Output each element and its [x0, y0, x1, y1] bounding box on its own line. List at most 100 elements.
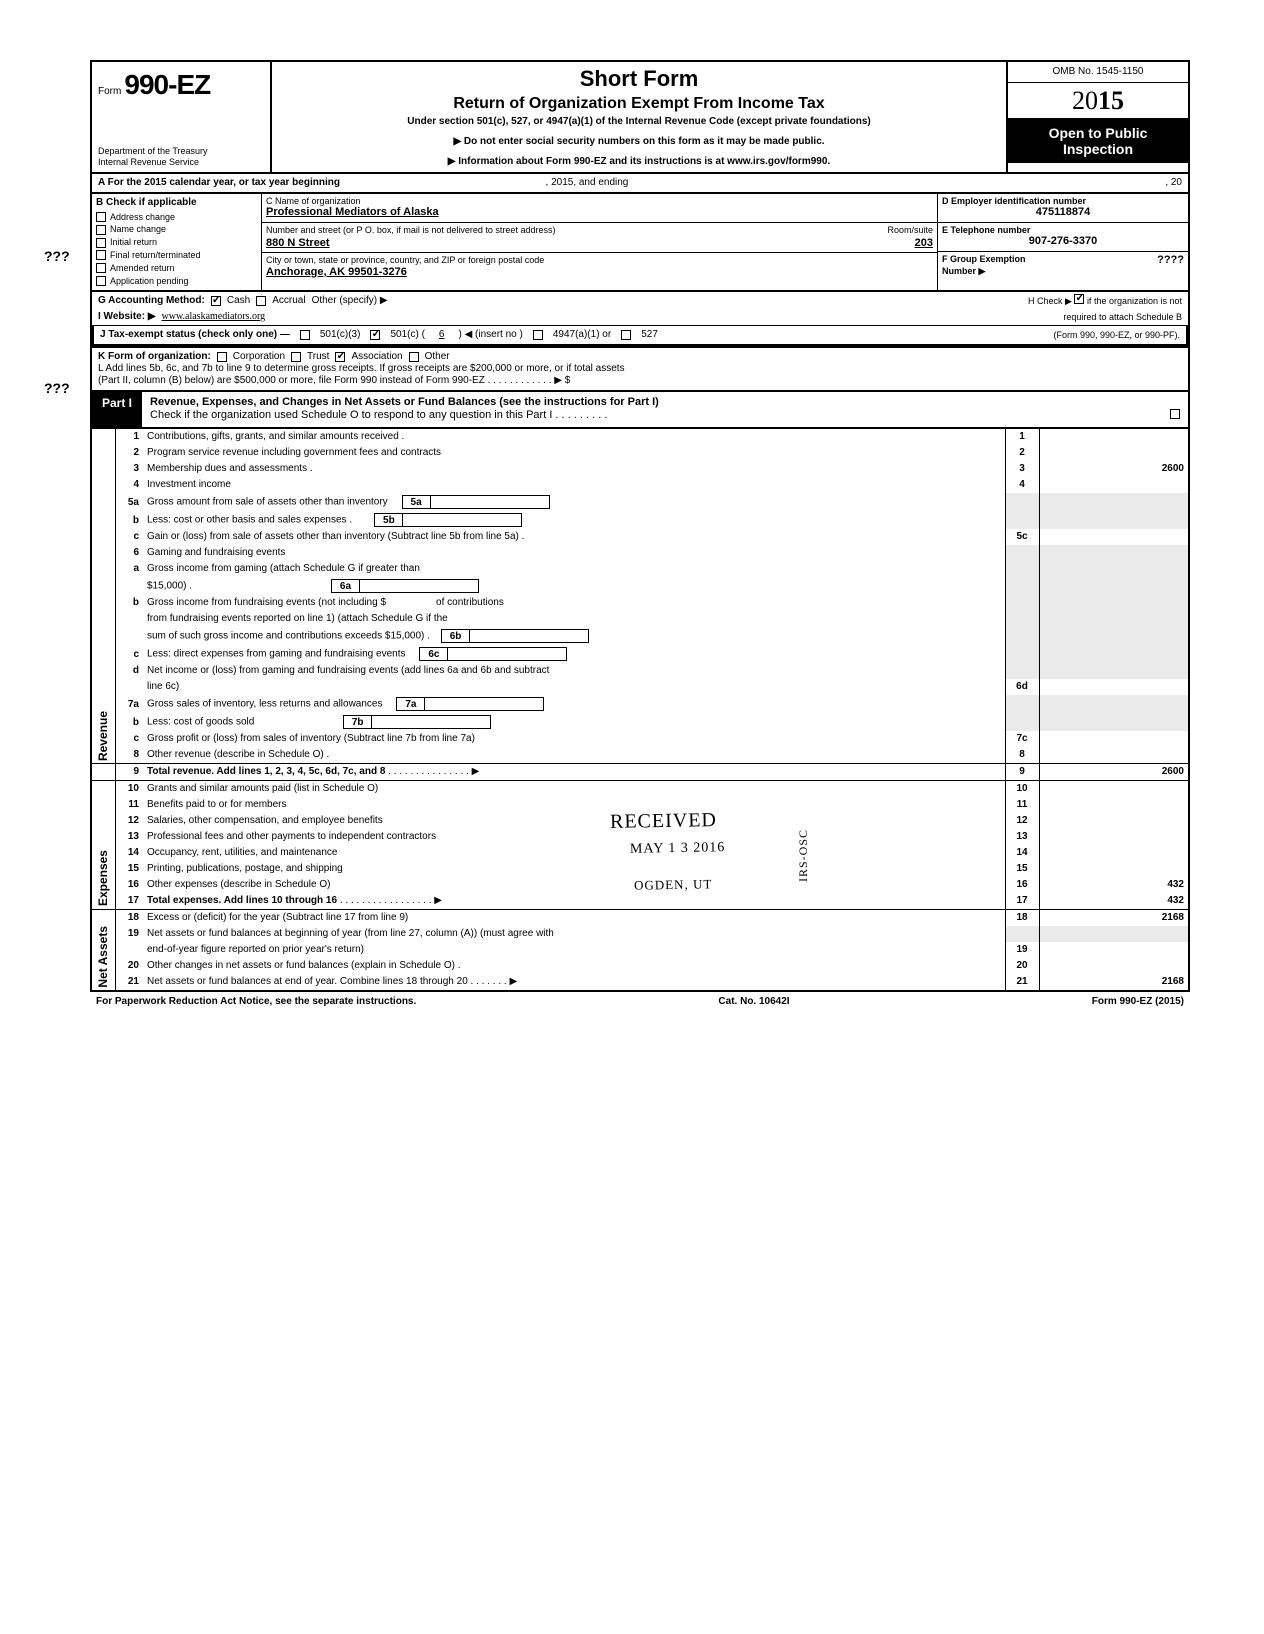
- line-4: Investment income: [143, 477, 1005, 493]
- dept-line1: Department of the Treasury: [98, 146, 264, 157]
- line-11: Benefits paid to or for members: [143, 797, 1005, 813]
- row-a: A For the 2015 calendar year, or tax yea…: [90, 174, 1190, 194]
- chk-cash[interactable]: [211, 296, 221, 306]
- section-netassets: Net Assets: [96, 926, 110, 988]
- form-note1: ▶ Do not enter social security numbers o…: [282, 136, 996, 148]
- line-6a1: Gross income from gaming (attach Schedul…: [143, 561, 1005, 577]
- opt-trust: Trust: [307, 351, 329, 363]
- line-1: Contributions, gifts, grants, and simila…: [143, 429, 1005, 445]
- header-right: OMB No. 1545-1150 2015 Open to Public In…: [1008, 62, 1188, 172]
- org-name-cell: C Name of organization Professional Medi…: [262, 194, 937, 223]
- chk-label: Application pending: [110, 276, 189, 287]
- line-5b: Less: cost or other basis and sales expe…: [147, 514, 352, 525]
- chk-name-change[interactable]: Name change: [96, 223, 257, 236]
- val-21: 2168: [1039, 974, 1189, 991]
- chk-initial-return[interactable]: Initial return: [96, 236, 257, 249]
- part1-table: Revenue 1Contributions, gifts, grants, a…: [90, 429, 1190, 992]
- chk-application-pending[interactable]: Application pending: [96, 275, 257, 288]
- opt-other-org: Other: [425, 351, 450, 363]
- footer-left: For Paperwork Reduction Act Notice, see …: [96, 996, 416, 1008]
- irs-stamp: IRS-OSC: [796, 829, 810, 882]
- group-exempt-cell: F Group Exemption ???? Number ▶: [938, 252, 1188, 279]
- col-c: C Name of organization Professional Medi…: [262, 194, 938, 291]
- line-5a: Gross amount from sale of assets other t…: [147, 496, 388, 507]
- chk-label: Final return/terminated: [110, 250, 201, 261]
- chk-501c[interactable]: [370, 330, 380, 340]
- opt-other: Other (specify) ▶: [312, 295, 388, 307]
- part1-tag: Part I: [92, 392, 142, 426]
- street-value: 880 N Street: [266, 237, 330, 249]
- line-6d1: Net income or (loss) from gaming and fun…: [143, 663, 1005, 679]
- part1-header: Part I Revenue, Expenses, and Changes in…: [90, 392, 1190, 428]
- chk-schedule-b[interactable]: [1074, 294, 1084, 304]
- chk-amended-return[interactable]: Amended return: [96, 262, 257, 275]
- chk-trust[interactable]: [291, 352, 301, 362]
- line-13: Professional fees and other payments to …: [143, 829, 1005, 845]
- form-prefix: Form: [98, 86, 121, 97]
- line-10: Grants and similar amounts paid (list in…: [143, 780, 1005, 797]
- col-d: D Employer identification number 4751188…: [938, 194, 1188, 291]
- val-18: 2168: [1039, 909, 1189, 926]
- section-revenue: Revenue: [96, 711, 110, 761]
- tax-year: 2015: [1008, 83, 1188, 119]
- row-l-1: L Add lines 5b, 6c, and 7b to line 9 to …: [98, 363, 1182, 375]
- line-19b: end-of-year figure reported on prior yea…: [143, 942, 1005, 958]
- row-h: H Check ▶ if the organization is not: [1028, 294, 1182, 307]
- website-value: www.alaskamediators.org: [162, 311, 266, 323]
- part1-title: Revenue, Expenses, and Changes in Net As…: [150, 396, 659, 408]
- street-cell: Number and street (or P O. box, if mail …: [262, 223, 937, 253]
- opt-501c-num: 6: [435, 329, 449, 341]
- row-a-label: A For the 2015 calendar year, or tax yea…: [98, 177, 340, 188]
- chk-accrual[interactable]: [256, 296, 266, 306]
- chk-final-return[interactable]: Final return/terminated: [96, 249, 257, 262]
- meta-grid: B Check if applicable Address change Nam…: [90, 194, 1190, 293]
- margin-question-2: ???: [44, 380, 70, 397]
- chk-501c3[interactable]: [300, 330, 310, 340]
- line-6c: Less: direct expenses from gaming and fu…: [147, 648, 405, 659]
- form-title: Short Form: [282, 66, 996, 92]
- open-line1: Open to Public: [1010, 125, 1186, 141]
- chk-label: Address change: [110, 212, 175, 223]
- row-a-end: , 20: [1165, 177, 1182, 189]
- line-15: Printing, publications, postage, and shi…: [143, 861, 1005, 877]
- opt-501c-b: ) ◀ (insert no ): [458, 329, 522, 341]
- form-note2: ▶ Information about Form 990-EZ and its …: [282, 156, 996, 168]
- val-17: 432: [1039, 893, 1189, 910]
- open-line2: Inspection: [1010, 141, 1186, 157]
- city-cell: City or town, state or province, country…: [262, 253, 937, 281]
- chk-527[interactable]: [621, 330, 631, 340]
- chk-address-change[interactable]: Address change: [96, 211, 257, 224]
- line-17: Total expenses. Add lines 10 through 16: [147, 895, 337, 906]
- line-16: Other expenses (describe in Schedule O): [143, 877, 1005, 893]
- scanned-stamp: SCANNED JUN 2 1 2016: [0, 760, 6, 1003]
- opt-501c3: 501(c)(3): [320, 329, 361, 341]
- opt-cash: Cash: [227, 295, 250, 307]
- footer-mid: Cat. No. 10642I: [718, 996, 789, 1008]
- opt-4947: 4947(a)(1) or: [553, 329, 611, 341]
- chk-schedule-o[interactable]: [1170, 409, 1180, 419]
- line-14: Occupancy, rent, utilities, and maintena…: [143, 845, 1005, 861]
- val-9: 2600: [1039, 763, 1189, 780]
- chk-association[interactable]: [335, 352, 345, 362]
- chk-4947[interactable]: [533, 330, 543, 340]
- line-18: Excess or (deficit) for the year (Subtra…: [143, 909, 1005, 926]
- margin-question-1: ???: [44, 248, 70, 265]
- line-8: Other revenue (describe in Schedule O) .: [143, 747, 1005, 764]
- header-left: Form 990-EZ Department of the Treasury I…: [92, 62, 272, 172]
- form-990ez: Form 990-EZ Department of the Treasury I…: [90, 60, 1190, 1012]
- row-j-label: J Tax-exempt status (check only one) —: [100, 329, 290, 341]
- line-7c: Gross profit or (loss) from sales of inv…: [143, 731, 1005, 747]
- footer-right: Form 990-EZ (2015): [1092, 996, 1184, 1008]
- tel-label: E Telephone number: [942, 225, 1184, 236]
- opt-corporation: Corporation: [233, 351, 285, 363]
- opt-527: 527: [641, 329, 658, 341]
- footer: For Paperwork Reduction Act Notice, see …: [90, 992, 1190, 1012]
- dept-treasury: Department of the Treasury Internal Reve…: [98, 146, 264, 168]
- line-6b1: Gross income from fundraising events (no…: [147, 597, 386, 608]
- chk-other-org[interactable]: [409, 352, 419, 362]
- chk-corporation[interactable]: [217, 352, 227, 362]
- row-a-mid: , 2015, and ending: [546, 177, 629, 188]
- val-3: 2600: [1039, 461, 1189, 477]
- line-5c: Gain or (loss) from sale of assets other…: [143, 529, 1005, 545]
- omb-number: OMB No. 1545-1150: [1008, 62, 1188, 83]
